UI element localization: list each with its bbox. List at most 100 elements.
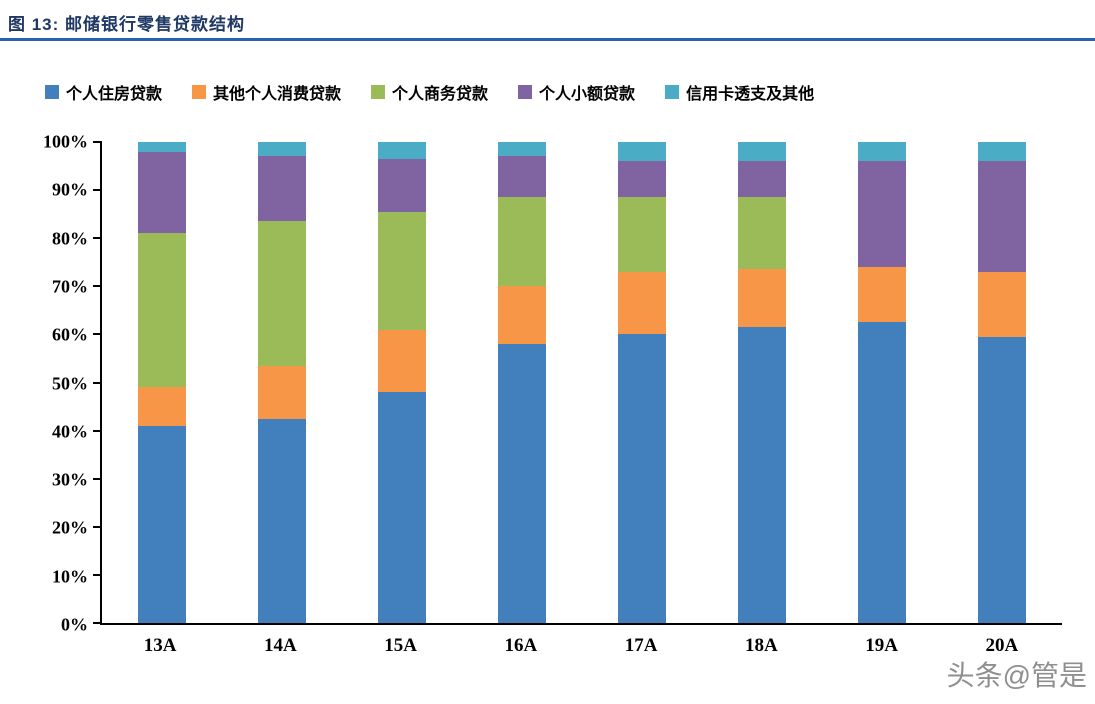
stacked-bar-17A xyxy=(618,142,666,623)
bar-segment xyxy=(378,158,426,212)
bar-segment xyxy=(618,197,666,272)
stacked-bar-chart: 100% 90% 80% 70% 60% 50% 40% 30% 20% 10% 0% 13A 14A… xyxy=(43,132,1062,656)
bar-slot-18A xyxy=(702,142,822,623)
stacked-bar-14A xyxy=(258,142,306,623)
bar-slot-20A xyxy=(942,142,1062,623)
x-axis-label: 16A xyxy=(504,635,538,656)
plot-area xyxy=(93,141,1062,625)
bar-segment xyxy=(978,336,1026,623)
bar-segment xyxy=(618,271,666,335)
legend-swatch xyxy=(665,85,680,99)
y-axis-label: 90% xyxy=(52,179,88,200)
y-axis-tick xyxy=(93,189,102,192)
bar-segment xyxy=(378,329,426,393)
y-axis-label: 20% xyxy=(52,517,88,538)
legend-item-4: 信用卡透支及其他 xyxy=(665,80,814,104)
bar-segment xyxy=(498,156,546,198)
bar-segment xyxy=(978,271,1026,337)
bar-segment xyxy=(258,365,306,419)
bar-segment xyxy=(978,161,1026,272)
figure-title: 图 13: 邮储银行零售贷款结构 xyxy=(8,15,246,34)
x-axis-label: 18A xyxy=(745,635,778,656)
bar-slot-17A xyxy=(582,142,702,623)
bar-segment xyxy=(138,233,186,388)
bar-segment xyxy=(738,161,786,198)
y-axis-tick xyxy=(93,381,102,384)
y-axis-tick xyxy=(93,285,102,288)
y-axis-tick xyxy=(93,477,102,480)
bar-segment xyxy=(138,142,186,152)
bar-segment xyxy=(138,151,186,234)
y-axis-label: 50% xyxy=(52,373,88,393)
y-axis-label: 0% xyxy=(61,614,88,635)
bar-slot-16A xyxy=(462,142,582,623)
bar-segment xyxy=(978,142,1026,162)
legend-item-0: 个人住房贷款 xyxy=(45,80,162,104)
legend-item-2: 个人商务贷款 xyxy=(371,80,488,104)
bar-segment xyxy=(498,142,546,157)
bar-segment xyxy=(858,322,906,623)
y-axis-label: 30% xyxy=(52,469,88,490)
bar-segment xyxy=(378,142,426,159)
stacked-bar-13A xyxy=(138,142,186,623)
bar-segment xyxy=(378,211,426,330)
legend-label: 个人小额贷款 xyxy=(539,86,636,103)
stacked-bar-20A xyxy=(978,142,1026,623)
stacked-bar-18A xyxy=(738,142,786,623)
stacked-bar-15A xyxy=(378,142,426,623)
x-axis-labels: 13A 14A 15A 16A 17A 18A 19A 20A xyxy=(100,635,1062,657)
x-axis-label: 13A xyxy=(143,635,177,656)
bar-segment xyxy=(618,161,666,198)
y-axis: 100% 90% 80% 70% 60% 50% 40% 30% 20% 10% 0% xyxy=(22,132,88,635)
legend-label: 信用卡透支及其他 xyxy=(686,86,815,103)
bar-segment xyxy=(738,327,786,623)
bar-segment xyxy=(258,418,306,623)
watermark: 头条@管是 xyxy=(946,660,1087,691)
x-axis-label: 19A xyxy=(865,635,898,656)
x-axis-label: 17A xyxy=(624,635,658,656)
legend-swatch xyxy=(45,85,59,99)
bar-segment xyxy=(738,197,786,270)
bar-segment xyxy=(738,142,786,162)
bar-segment xyxy=(138,425,186,623)
y-axis-tick xyxy=(93,237,102,240)
bar-segment xyxy=(258,142,306,157)
bar-segment xyxy=(618,334,666,623)
bar-segment xyxy=(858,161,906,268)
y-axis-label: 10% xyxy=(52,566,88,587)
legend-label: 个人商务贷款 xyxy=(392,86,489,103)
stacked-bar-16A xyxy=(498,142,546,623)
x-axis-label: 20A xyxy=(985,635,1019,656)
legend-item-1: 其他个人消费贷款 xyxy=(192,80,341,104)
bar-segment xyxy=(738,269,786,328)
bar-slot-15A xyxy=(342,142,462,623)
chart-legend: 个人住房贷款 其他个人消费贷款 个人商务贷款 个人小额贷款 信用卡透支及其他 xyxy=(45,80,814,104)
bar-segment xyxy=(498,344,546,623)
stacked-bar-19A xyxy=(858,142,906,623)
y-axis-tick xyxy=(93,573,102,576)
x-axis-label: 14A xyxy=(264,635,297,656)
y-axis-label: 40% xyxy=(52,421,88,442)
bar-segment xyxy=(858,142,906,162)
legend-swatch xyxy=(518,85,533,99)
y-axis-label: 60% xyxy=(52,324,88,345)
y-axis-tick xyxy=(93,333,102,336)
bar-slot-14A xyxy=(222,142,342,623)
y-axis-tick xyxy=(93,429,102,432)
x-axis-label: 15A xyxy=(384,635,417,656)
y-axis-label: 70% xyxy=(52,276,88,297)
y-axis-tick xyxy=(93,622,102,624)
legend-swatch xyxy=(371,85,386,99)
title-underline xyxy=(0,38,1095,41)
bar-segment xyxy=(258,156,306,222)
bar-segment xyxy=(618,142,666,162)
y-axis-tick xyxy=(93,525,102,528)
legend-swatch xyxy=(192,85,207,99)
bar-segment xyxy=(498,286,546,345)
bar-slot-13A xyxy=(102,142,222,623)
figure-header: 图 13: 邮储银行零售贷款结构 xyxy=(8,10,245,35)
bar-segment xyxy=(138,387,186,426)
y-axis-label: 80% xyxy=(52,228,88,249)
bar-segment xyxy=(858,267,906,323)
